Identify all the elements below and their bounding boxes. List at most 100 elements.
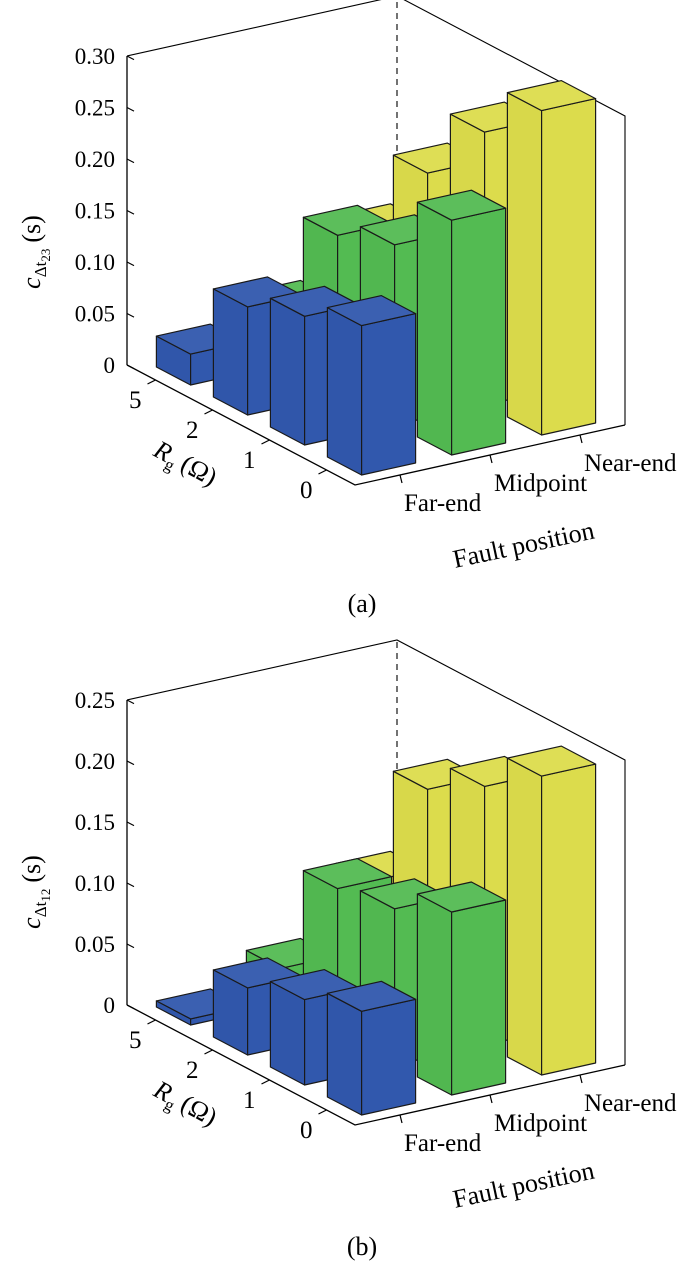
rg-tick-label: 2: [186, 417, 199, 444]
value-tick-label: 0.20: [75, 749, 115, 774]
rg-tick-label: 1: [243, 447, 256, 474]
position-tick-mark: [489, 454, 493, 464]
bar-top-face: [416, 881, 507, 913]
bar-front-face: [361, 313, 417, 476]
panel-label: (b): [347, 1232, 377, 1261]
value-tick-label: 0.15: [75, 199, 115, 224]
value-tick-label: 0.10: [75, 871, 115, 896]
value-axis-title: cΔt23(s): [17, 215, 53, 289]
rg-tick-label: 5: [129, 387, 142, 414]
value-tick-mark: [126, 106, 135, 112]
rg-tick-mark: [204, 409, 213, 415]
value-tick-label: 0.05: [75, 302, 115, 327]
axes-frame: [126, 639, 626, 1126]
rg-tick-label: 2: [186, 1057, 199, 1084]
position-tick-mark: [579, 434, 583, 444]
rg-tick-label: 5: [129, 1027, 142, 1054]
bar-side-face: [506, 757, 543, 1076]
bar-front-face: [540, 763, 597, 1076]
position-tick-label: Near-end: [584, 450, 677, 477]
position-axis-title: Fault position: [450, 516, 597, 574]
position-tick-label: Near-end: [584, 1090, 677, 1117]
bar-top-face: [416, 189, 507, 221]
value-tick-mark: [126, 312, 135, 318]
position-tick-mark: [579, 1074, 583, 1084]
position-tick-label: Midpoint: [494, 1110, 587, 1137]
bar: [326, 980, 417, 1116]
rg-tick-mark: [318, 469, 327, 475]
bar-side-face: [416, 893, 453, 1096]
value-tick-mark: [126, 943, 135, 949]
position-axis-title: Fault position: [450, 1156, 597, 1214]
value-ticks: 0 0.05 0.10 0.15 0.20 0.25: [75, 688, 135, 1018]
bar: [326, 295, 417, 476]
value-tick-mark: [126, 55, 135, 61]
bar-front-face: [451, 207, 507, 456]
chart-panel-a: 0 0.05 0.10 0.15 0.20 0.25 0.30 0 1 2 5 Far-end Midp…: [17, 0, 677, 618]
bars: [155, 79, 597, 476]
rg-tick-label: 1: [243, 1087, 256, 1114]
value-ticks: 0 0.05 0.10 0.15 0.20 0.25 0.30: [75, 44, 135, 378]
rg-axis-title: Rg(Ω): [146, 434, 222, 495]
bar-top-face: [506, 79, 597, 112]
bar: [506, 79, 597, 436]
value-tick-mark: [126, 699, 135, 705]
rg-tick-label: 0: [300, 477, 313, 504]
bar: [416, 881, 507, 1096]
bar-front-face: [361, 998, 417, 1116]
rg-tick-mark: [318, 1109, 327, 1115]
value-axis-title: cΔt12(s): [17, 855, 53, 929]
rg-tick-mark: [147, 1019, 156, 1025]
rg-tick-mark: [204, 1049, 213, 1055]
rg-tick-mark: [261, 439, 270, 445]
value-tick-label: 0: [104, 353, 116, 378]
value-tick-mark: [126, 209, 135, 215]
bar-top-face: [506, 745, 597, 777]
bar-front-face: [451, 899, 507, 1096]
rg-axis-title: Rg(Ω): [146, 1074, 222, 1135]
position-tick-mark: [489, 1094, 493, 1104]
rg-axis: 0 1 2 5: [129, 1019, 327, 1144]
position-tick-label: Far-end: [404, 490, 482, 517]
value-tick-mark: [126, 882, 135, 888]
floor-axes: [126, 364, 626, 486]
bar-front-face: [540, 97, 597, 436]
value-tick-mark: [126, 1004, 135, 1010]
value-tick-label: 0.25: [75, 96, 115, 121]
bar-top-face: [326, 980, 417, 1012]
bar-side-face: [212, 288, 249, 416]
panel-label: (a): [348, 589, 377, 618]
position-tick-label: Far-end: [404, 1130, 482, 1157]
bar-side-face: [326, 307, 363, 476]
value-tick-mark: [126, 821, 135, 827]
chart-panel-b: 0 0.05 0.10 0.15 0.20 0.25 0 1 2 5 Far-end Midpoint…: [17, 639, 677, 1261]
bar: [506, 745, 597, 1076]
rg-tick-label: 0: [300, 1117, 313, 1144]
rg-tick-mark: [147, 379, 156, 385]
value-tick-label: 0.30: [75, 44, 115, 69]
bar-top-face: [302, 857, 393, 890]
floor-axes: [126, 1004, 626, 1126]
value-tick-label: 0.20: [75, 147, 115, 172]
bars: [155, 745, 597, 1116]
bar-side-face: [326, 992, 363, 1116]
value-tick-mark: [126, 760, 135, 766]
value-tick-label: 0.15: [75, 810, 115, 835]
value-tick-label: 0.25: [75, 688, 115, 713]
bar-top-face: [326, 295, 417, 327]
value-tick-label: 0.10: [75, 250, 115, 275]
value-tick-mark: [126, 158, 135, 164]
bar-side-face: [506, 91, 543, 436]
rg-tick-mark: [261, 1079, 270, 1085]
position-tick-mark: [399, 474, 403, 484]
bar-side-face: [416, 201, 453, 456]
value-tick-label: 0: [104, 993, 116, 1018]
position-tick-mark: [399, 1114, 403, 1124]
value-tick-mark: [126, 261, 135, 267]
position-tick-label: Midpoint: [494, 470, 587, 497]
back-wall-edges: [126, 639, 626, 1065]
value-tick-mark: [126, 364, 135, 370]
